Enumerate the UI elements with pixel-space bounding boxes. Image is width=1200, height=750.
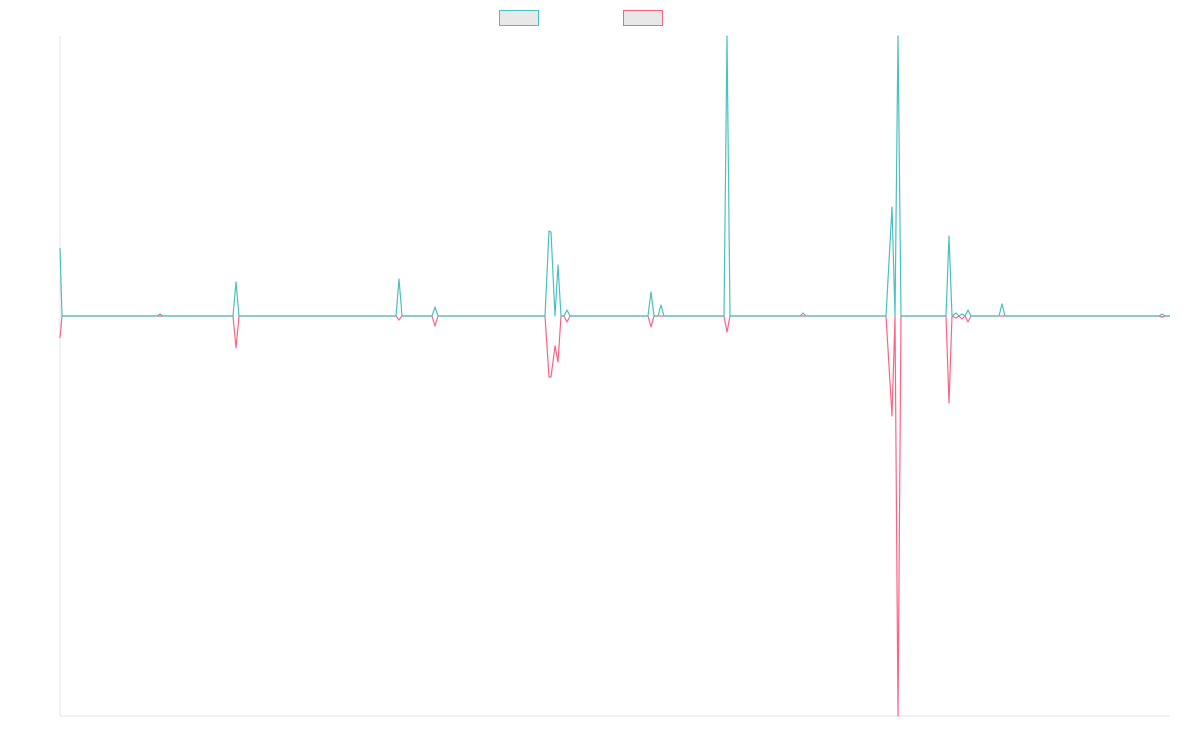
legend	[499, 10, 663, 26]
legend-swatch	[499, 10, 539, 26]
series-line	[59, 315, 1170, 717]
series-line	[59, 35, 1170, 317]
legend-swatch	[623, 10, 663, 26]
